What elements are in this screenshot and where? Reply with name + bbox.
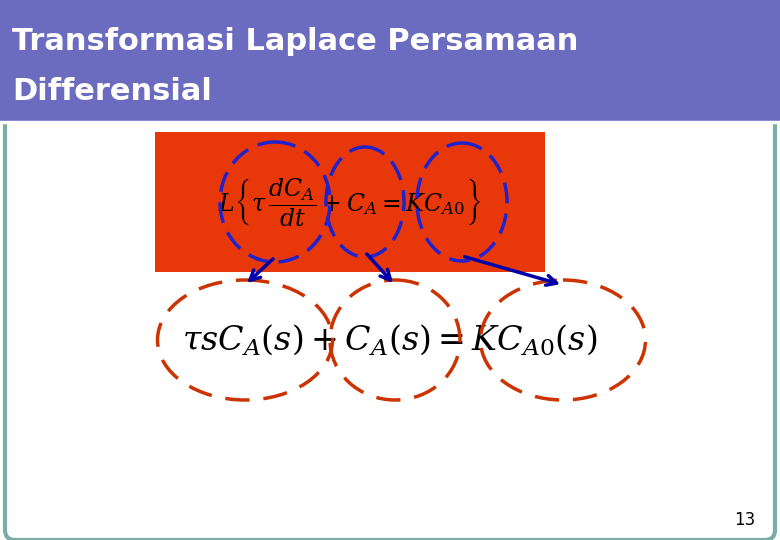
Text: Transformasi Laplace Persamaan: Transformasi Laplace Persamaan <box>12 28 579 57</box>
Text: $\tau s C_A(s)+C_A(s) = KC_{A0}(s)$: $\tau s C_A(s)+C_A(s) = KC_{A0}(s)$ <box>183 322 597 357</box>
Text: Differensial: Differensial <box>12 78 212 106</box>
Text: 13: 13 <box>734 511 755 529</box>
Text: $L\left\{\tau\,\dfrac{dC_A}{dt}+C_A = KC_{A0}\right\}$: $L\left\{\tau\,\dfrac{dC_A}{dt}+C_A = KC… <box>218 176 481 228</box>
Bar <box>155 132 545 272</box>
FancyBboxPatch shape <box>5 0 775 540</box>
FancyBboxPatch shape <box>0 0 780 122</box>
